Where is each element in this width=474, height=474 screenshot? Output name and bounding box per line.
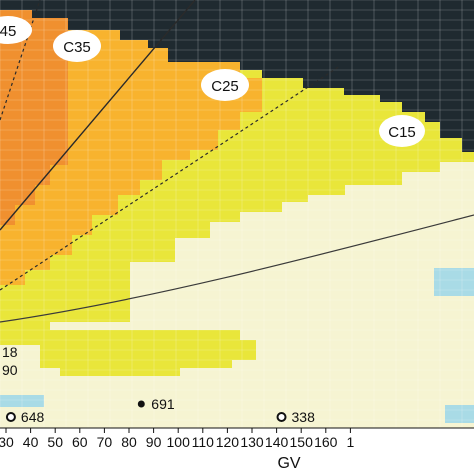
zone-deep-orange bbox=[0, 10, 68, 225]
x-tick-label: 130 bbox=[240, 434, 264, 450]
contour-line-c25-dashed bbox=[0, 65, 341, 291]
contour-label-c35: C35 bbox=[53, 30, 101, 62]
contour-line-c35 bbox=[0, 0, 196, 231]
x-axis-ticks: 30 40 50 60 70 80 90 100 110 120 130 140 150 160 1 bbox=[0, 428, 355, 450]
zone-yellow-lower bbox=[40, 330, 256, 376]
zone-blue-right bbox=[434, 268, 474, 296]
x-tick-label: 30 bbox=[0, 434, 14, 450]
data-points: 648 691 338 bbox=[5, 396, 316, 425]
data-point-691 bbox=[137, 400, 145, 408]
contour-label-c25-text: C25 bbox=[211, 78, 239, 95]
data-point-648 bbox=[5, 412, 16, 422]
left-label-18: 18 bbox=[2, 344, 18, 360]
data-point-label-648: 648 bbox=[21, 409, 45, 425]
x-tick-label: 1 bbox=[347, 434, 355, 450]
zone-blue-left bbox=[0, 395, 44, 407]
zone-blue-bottom bbox=[445, 405, 474, 423]
left-label-90: 90 bbox=[2, 362, 18, 378]
data-point-338 bbox=[276, 412, 287, 422]
x-tick-label: 40 bbox=[23, 434, 39, 450]
x-tick-label: 150 bbox=[290, 434, 314, 450]
data-point-label-338: 338 bbox=[292, 409, 316, 425]
x-axis-label: GV bbox=[277, 455, 300, 472]
contour-label-c25: C25 bbox=[201, 69, 249, 101]
x-tick-label: 120 bbox=[216, 434, 240, 450]
contour-label-c35-text: C35 bbox=[63, 39, 91, 56]
x-tick-label: 80 bbox=[121, 434, 137, 450]
contour-line-c15 bbox=[0, 214, 474, 323]
contour-label-45: 45 bbox=[0, 16, 32, 44]
x-tick-label: 70 bbox=[97, 434, 113, 450]
zone-dark bbox=[0, 0, 474, 152]
x-tick-label: 160 bbox=[314, 434, 338, 450]
x-tick-label: 60 bbox=[72, 434, 88, 450]
x-tick-label: 110 bbox=[192, 434, 215, 450]
contour-label-45-text: 45 bbox=[0, 23, 16, 40]
data-point-label-691: 691 bbox=[151, 396, 175, 412]
contour-label-c15: C15 bbox=[379, 115, 425, 147]
x-tick-label: 140 bbox=[265, 434, 289, 450]
x-tick-label: 50 bbox=[47, 434, 63, 450]
x-tick-label: 90 bbox=[146, 434, 162, 450]
x-tick-label: 100 bbox=[167, 434, 191, 450]
contour-label-c15-text: C15 bbox=[388, 124, 416, 141]
